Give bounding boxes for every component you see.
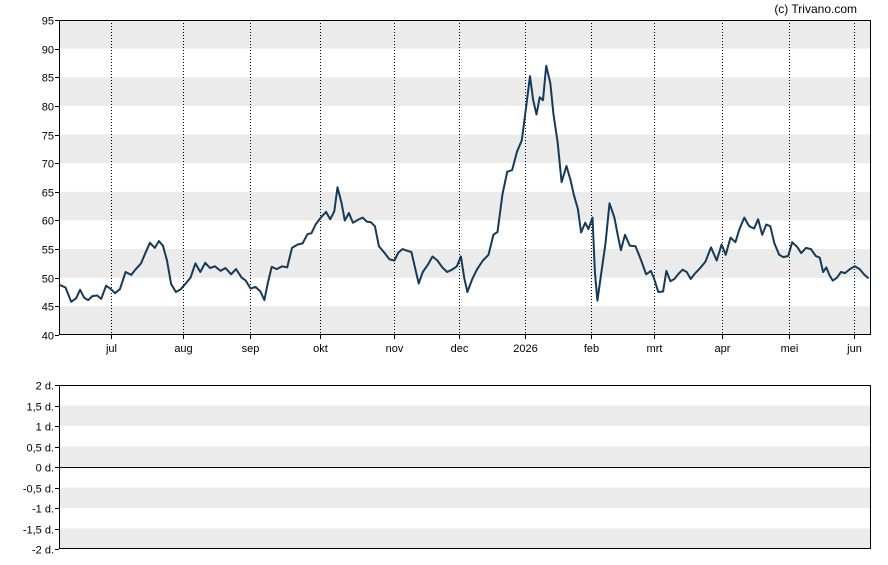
plot-frame	[59, 385, 871, 549]
price-chart: jul aug sep okt nov dec 2026 feb mrt apr mei jun 40 4…	[42, 16, 871, 355]
x-tick-label: mei	[781, 343, 799, 355]
x-tick-label: sep	[242, 343, 260, 355]
y-tick-label: 70	[42, 159, 54, 171]
y-tick-label: -1,5 d.	[23, 525, 54, 537]
y-tick-label: 45	[42, 302, 54, 314]
band	[59, 20, 871, 49]
y-tick-label: -2 d.	[32, 545, 54, 557]
band	[59, 249, 871, 278]
y-tick-label: 55	[42, 245, 54, 257]
y-tick-label: -0,5 d.	[23, 484, 54, 496]
x-tick-label: dec	[451, 343, 469, 355]
y-tick-label: 80	[42, 102, 54, 114]
y-tick-label: 90	[42, 45, 54, 57]
y-tick-label: 95	[42, 16, 54, 28]
y-tick-label: -1 d.	[32, 504, 54, 516]
x-tick-label: mrt	[647, 343, 663, 355]
copyright-text: (c) Trivano.com	[774, 2, 857, 16]
x-tick-label: aug	[174, 343, 192, 355]
band	[59, 134, 871, 164]
y-tick-label: 1 d.	[36, 422, 54, 434]
y-tick-label: 85	[42, 73, 54, 85]
y-tick-label: 40	[42, 331, 54, 343]
price-line	[58, 64, 870, 303]
x-tick-label: jun	[846, 343, 862, 355]
y-tick-label: 2 d.	[36, 381, 54, 393]
x-tick-label: jul	[105, 343, 117, 355]
x-tick-label: apr	[715, 343, 731, 355]
y-tick-label: 50	[42, 274, 54, 286]
x-tick-label: nov	[386, 343, 404, 355]
band	[59, 191, 871, 221]
y-tick-label: 0,5 d.	[26, 443, 54, 455]
band	[59, 306, 871, 335]
plot-frame	[59, 20, 871, 335]
band	[59, 487, 871, 508]
band	[59, 528, 871, 549]
band	[59, 77, 871, 106]
y-tick-label: 0 d.	[36, 463, 54, 475]
y-tick-label: 60	[42, 216, 54, 228]
x-tick-label: okt	[313, 343, 328, 355]
y-tick-label: 75	[42, 131, 54, 143]
dividend-chart: 2 d. 1,5 d. 1 d. 0,5 d. 0 d. -0,5 d. -1 d. -1,5…	[23, 381, 871, 557]
band	[59, 446, 871, 467]
x-tick-label: feb	[584, 343, 599, 355]
y-tick-label: 1,5 d.	[26, 402, 54, 414]
band	[59, 405, 871, 426]
y-tick-label: 65	[42, 188, 54, 200]
x-tick-label: 2026	[513, 343, 537, 355]
